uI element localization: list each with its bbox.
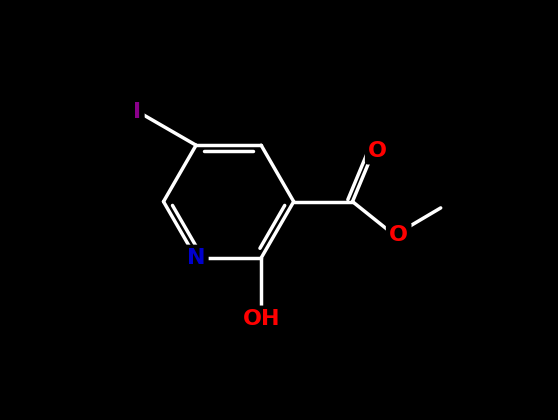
Text: I: I xyxy=(133,102,141,122)
Text: O: O xyxy=(368,141,387,161)
Text: O: O xyxy=(389,225,408,245)
Text: OH: OH xyxy=(242,309,280,329)
Text: N: N xyxy=(187,248,205,268)
